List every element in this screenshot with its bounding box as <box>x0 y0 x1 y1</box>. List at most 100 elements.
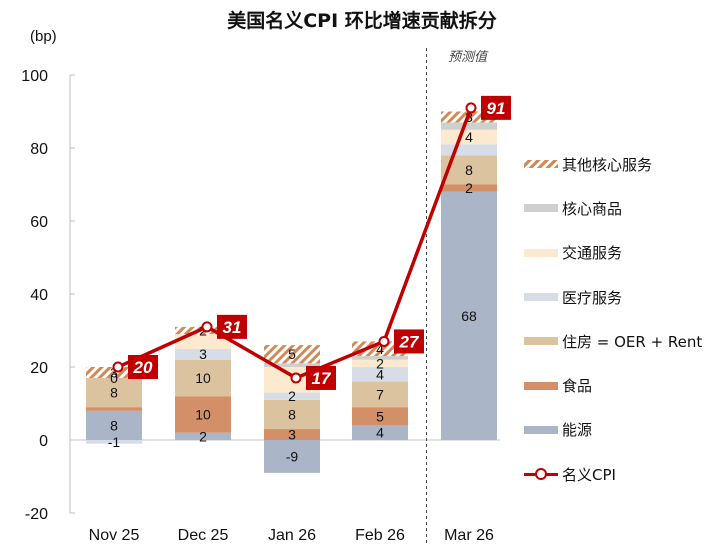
segment-label: 3 <box>199 346 207 362</box>
legend-item-shelter: 住房 = OER + Rent <box>524 319 702 363</box>
bar-segment-other_core_services <box>86 367 142 378</box>
legend-label: 交通服务 <box>562 244 623 263</box>
cpi-marker <box>465 102 477 114</box>
y-tick-label: 80 <box>30 141 48 158</box>
bar-segment-medical_services <box>175 348 231 360</box>
bar-segment-food <box>264 429 320 440</box>
y-tick-label: 60 <box>30 214 48 231</box>
bar-segment-medical_services <box>441 144 497 156</box>
legend-label: 住房 = OER + Rent <box>562 332 703 351</box>
bar-segment-energy <box>264 440 320 473</box>
bar-segment-transport_services <box>441 129 497 145</box>
legend-swatch-icon <box>524 337 558 346</box>
bar-segment-shelter <box>352 381 408 408</box>
bar-segment-food <box>441 184 497 192</box>
x-tick-label: Feb 26 <box>355 527 405 544</box>
svg-text:0: 0 <box>110 370 118 386</box>
stacked-bars <box>86 111 497 473</box>
cpi-marker <box>112 361 124 373</box>
x-axis-labels: Nov 25 Dec 25 Jan 26 Feb 26 Mar 26 <box>89 527 494 544</box>
bar-segment-medical_services <box>86 440 142 444</box>
x-tick-label: Jan 26 <box>268 527 316 544</box>
segment-label: 8 <box>288 406 296 422</box>
segment-label: 68 <box>461 308 477 324</box>
legend-swatch-icon <box>524 425 558 434</box>
segment-label: 2 <box>465 180 473 196</box>
legend-swatch-icon <box>524 468 558 481</box>
cpi-value-badge <box>394 329 424 354</box>
y-tick-label: 40 <box>30 287 48 304</box>
bar-segment-shelter <box>175 359 231 397</box>
segment-label: -9 <box>286 448 299 464</box>
cpi-value-label: 20 <box>133 358 153 377</box>
bar-segment-transport_services <box>352 359 408 367</box>
legend-label: 其他核心服务 <box>562 155 653 174</box>
segment-label: 10 <box>195 406 211 422</box>
legend-item-transport_services: 交通服务 <box>524 231 702 275</box>
segment-label: 5 <box>376 408 384 424</box>
y-tick-label: 100 <box>21 68 48 85</box>
segment-label: 7 <box>376 386 384 402</box>
bar-segment-food <box>175 396 231 433</box>
legend-item-medical_services: 医疗服务 <box>524 275 702 319</box>
bar-segment-core_goods <box>441 122 497 130</box>
cpi-value-label: 31 <box>223 318 242 337</box>
y-tick-label: 0 <box>39 433 48 450</box>
cpi-value-badge <box>128 355 158 379</box>
bar-segment-medical_services <box>264 392 320 400</box>
legend: 其他核心服务 核心商品交通服务医疗服务住房 = OER + Rent 食品能源名义C… <box>524 142 702 496</box>
legend-label: 医疗服务 <box>562 288 623 307</box>
y-tick-label: 20 <box>30 360 48 377</box>
legend-swatch-icon <box>524 248 558 257</box>
segment-label: 5 <box>288 346 296 362</box>
segment-label: 2 <box>288 388 296 404</box>
cpi-marker <box>290 372 302 384</box>
bar-segment-shelter <box>264 399 320 430</box>
legend-swatch-icon <box>524 160 558 169</box>
legend-swatch-icon <box>524 204 558 213</box>
forecast-label: 预测值 <box>448 50 488 65</box>
y-tick-label: -20 <box>25 506 48 523</box>
legend-label: 核心商品 <box>562 199 623 218</box>
segment-label: 4 <box>376 341 384 357</box>
bar-segment-other_core_services <box>264 345 320 364</box>
legend-item-core_goods: 核心商品 <box>524 186 702 230</box>
chart-title: 美国名义CPI 环比增速贡献拆分 <box>227 10 497 32</box>
legend-swatch-icon <box>524 293 558 302</box>
segment-label: 3 <box>110 364 118 380</box>
segment-label: 10 <box>195 370 211 386</box>
bar-segment-energy <box>86 410 142 440</box>
legend-label: 能源 <box>562 421 593 440</box>
cpi-value-badge <box>481 95 511 120</box>
x-tick-label: Nov 25 <box>89 527 140 544</box>
segment-label: 4 <box>376 425 384 441</box>
bar-segment-energy <box>441 191 497 440</box>
segment-label: 3 <box>288 427 296 443</box>
legend-label: 名义CPI <box>562 465 616 484</box>
cpi-value-label: 27 <box>399 332 420 351</box>
legend-swatch-icon <box>524 381 558 390</box>
segment-label: 8 <box>110 417 118 433</box>
cpi-value-badge <box>306 365 336 390</box>
bar-segment-food <box>86 407 142 411</box>
legend-item-other_core_services: 其他核心服务 <box>524 142 702 186</box>
y-axis-unit: (bp) <box>30 28 57 45</box>
legend-label: 食品 <box>562 377 593 396</box>
bar-segment-energy <box>352 425 408 440</box>
bar-segment-core_goods <box>264 363 320 367</box>
legend-item-food: 食品 <box>524 363 702 407</box>
segment-label: 4 <box>376 366 384 382</box>
segment-label: -1 <box>108 434 121 450</box>
bar-segment-medical_services <box>352 367 408 382</box>
bar-segment-shelter <box>86 377 142 408</box>
cpi-marker <box>378 335 390 347</box>
segment-label: 4 <box>465 129 473 145</box>
legend-item-headline_cpi: 名义CPI <box>524 452 702 496</box>
bar-segment-energy <box>175 432 231 440</box>
segment-label: 2 <box>376 355 384 371</box>
cpi-value-label: 17 <box>312 369 332 388</box>
